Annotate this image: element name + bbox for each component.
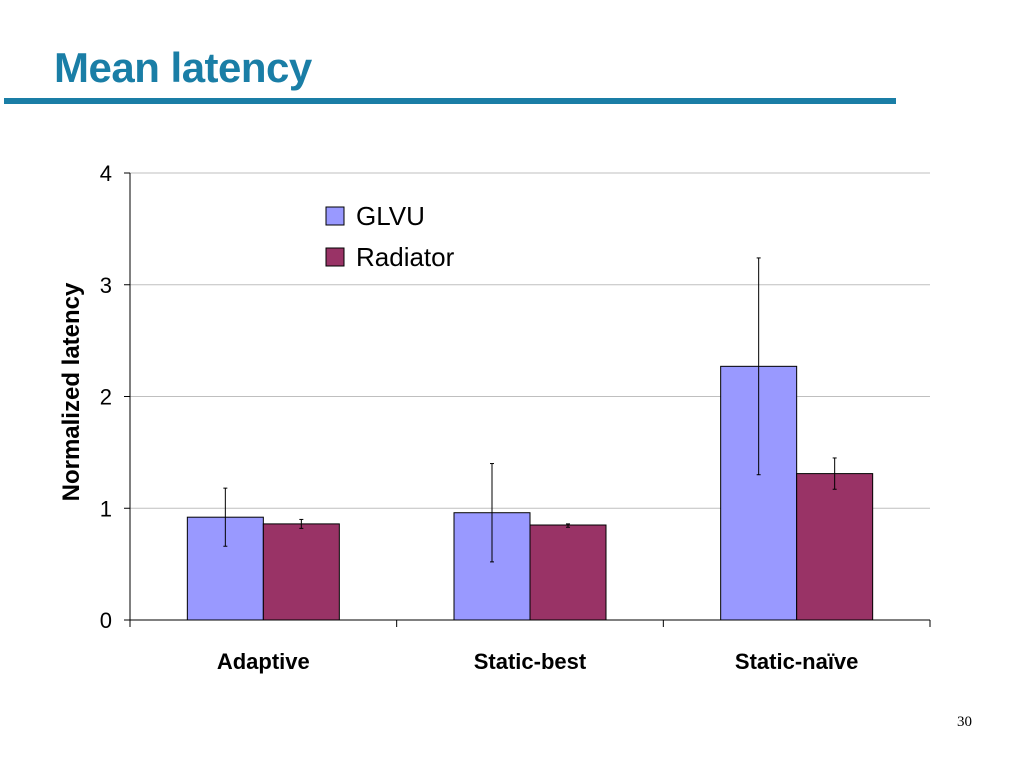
bar-radiator-adaptive [262,523,340,621]
y-tick-label: 2 [100,385,112,410]
legend-label: GLVU [356,201,425,231]
legend-label: Radiator [356,242,455,272]
legend-swatch [325,247,345,267]
title-underline [4,98,896,104]
x-tick-label: Static-naïve [735,649,859,674]
y-tick-label: 0 [100,608,112,633]
y-axis-label: Normalized latency [58,282,85,501]
legend-swatch [325,206,345,226]
x-tick-label: Static-best [474,649,587,674]
x-tick-label: Adaptive [217,649,310,674]
bar-radiator-static-best [529,524,607,621]
slide-title: Mean latency [54,44,312,91]
y-tick-label: 3 [100,273,112,298]
y-tick-label: 1 [100,496,112,521]
bar-radiator-static-na-ve [796,473,874,621]
y-tick-label: 4 [100,161,112,186]
page-number: 30 [957,714,972,730]
